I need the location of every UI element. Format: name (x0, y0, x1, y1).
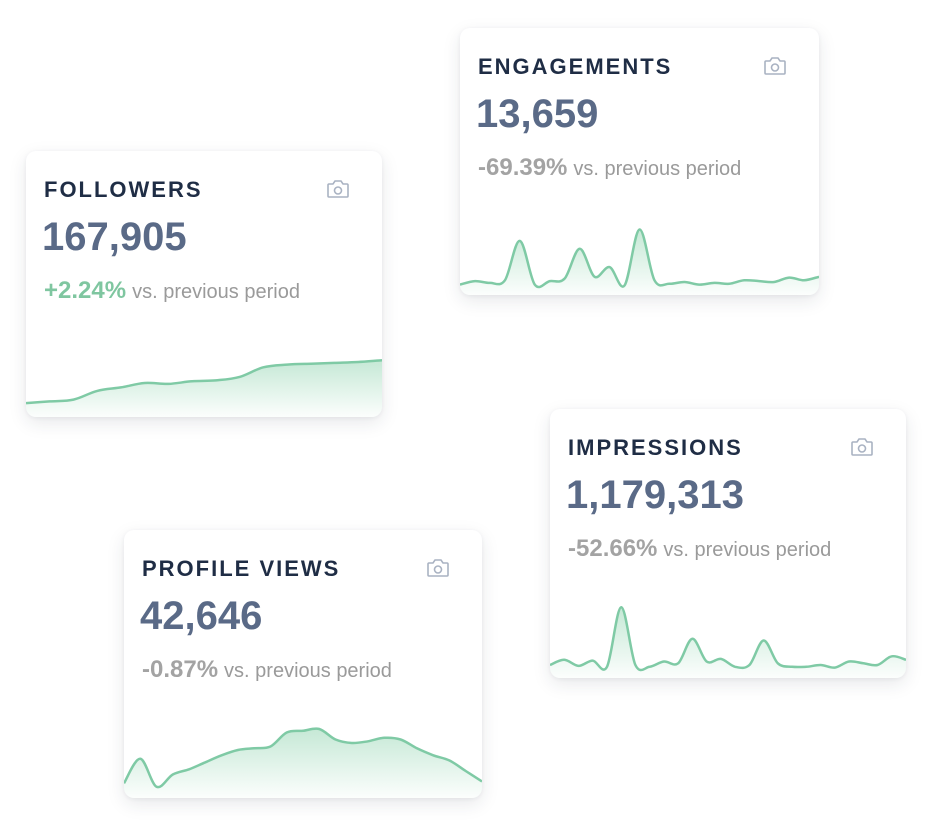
card-title: IMPRESSIONS (568, 435, 743, 460)
comparison-label: vs. previous period (224, 660, 392, 682)
card-title: ENGAGEMENTS (478, 54, 673, 79)
sparkline-chart (460, 228, 819, 295)
sparkline-area (124, 728, 482, 798)
change-percent: -52.66% (568, 535, 658, 562)
metric-value: 1,179,313 (566, 473, 744, 517)
change-row: -69.39% vs. previous period (478, 154, 741, 182)
change-percent: +2.24% (44, 277, 127, 304)
sparkline-line (460, 228, 819, 289)
comparison-label: vs. previous period (663, 539, 832, 561)
comparison-label: vs. previous period (573, 158, 742, 180)
change-percent: -69.39% (478, 154, 568, 181)
camera-icon[interactable] (426, 558, 450, 578)
sparkline-line (26, 359, 382, 405)
engagements-card: ENGAGEMENTS 13,659 -69.39% vs. previous p… (460, 28, 819, 295)
sparkline-area (26, 360, 382, 417)
sparkline-line (124, 727, 482, 789)
impressions-card: IMPRESSIONS 1,179,313 -52.66% vs. previou… (550, 409, 906, 678)
metric-value: 167,905 (42, 215, 187, 259)
sparkline-chart (26, 359, 382, 417)
sparkline-chart (124, 727, 482, 798)
camera-icon[interactable] (850, 437, 874, 457)
camera-icon[interactable] (326, 179, 350, 199)
change-row: -0.87% vs. previous period (142, 656, 392, 684)
followers-card: FOLLOWERS 167,905 +2.24% vs. previous per… (26, 151, 382, 417)
sparkline-area (460, 229, 819, 295)
change-row: -52.66% vs. previous period (568, 535, 831, 563)
profile-views-card: PROFILE VIEWS 42,646 -0.87% vs. previous … (124, 530, 482, 798)
metric-value: 42,646 (140, 594, 263, 638)
sparkline-line (550, 606, 906, 672)
camera-icon[interactable] (763, 56, 787, 76)
sparkline-chart (550, 606, 906, 678)
metric-value: 13,659 (476, 92, 599, 136)
comparison-label: vs. previous period (132, 281, 300, 303)
card-title: FOLLOWERS (44, 177, 203, 202)
change-row: +2.24% vs. previous period (44, 277, 300, 305)
change-percent: -0.87% (142, 656, 219, 683)
sparkline-area (550, 607, 906, 678)
card-title: PROFILE VIEWS (142, 556, 341, 581)
